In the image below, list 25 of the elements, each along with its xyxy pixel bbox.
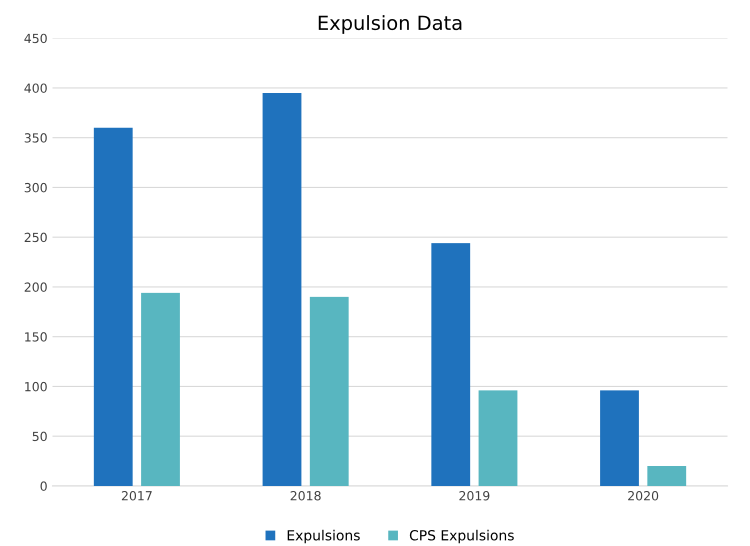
legend-label: Expulsions	[288, 530, 360, 544]
bar	[310, 296, 349, 486]
y-tick-label: 450	[24, 34, 47, 44]
y-tick-label: 150	[25, 332, 47, 342]
y-tick-label: 50	[32, 432, 47, 442]
y-tick-label: 100	[25, 382, 47, 392]
y-tick-label: 300	[24, 182, 47, 192]
x-tick-label: 2017	[122, 491, 152, 500]
x-tick-label: 2018	[290, 491, 321, 500]
bar	[431, 243, 470, 486]
bar	[141, 292, 180, 486]
y-tick-label: 0	[40, 481, 47, 491]
y-tick-label: 400	[24, 83, 47, 93]
x-tick-label: 2019	[459, 491, 490, 500]
y-tick-label: 200	[24, 282, 47, 292]
y-tick-label: 250	[24, 232, 47, 242]
x-tick-label: 2020	[628, 491, 658, 500]
chart-title: Expulsion Data	[318, 15, 462, 34]
bar	[647, 466, 686, 486]
bar	[262, 92, 302, 486]
y-tick-label: 350	[24, 133, 47, 143]
bar	[600, 390, 639, 486]
legend-label: CPS Expulsions	[410, 530, 514, 544]
bar	[94, 128, 133, 486]
bar	[478, 390, 518, 486]
